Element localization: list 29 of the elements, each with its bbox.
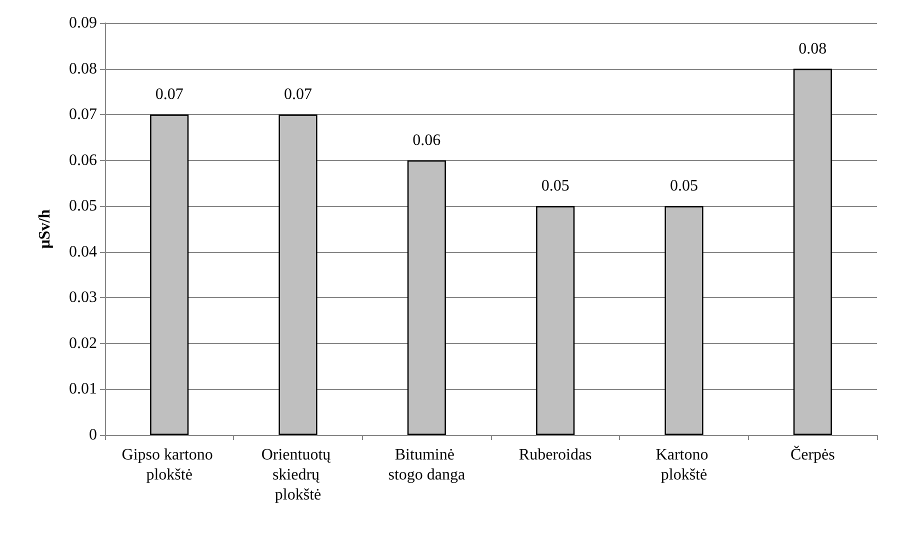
y-tick-label: 0.08 [69, 60, 97, 78]
bar [407, 160, 446, 435]
x-tick-label: Gipso kartono plokštė [122, 446, 217, 484]
y-tick-label: 0.07 [69, 106, 97, 124]
data-label: 0.05 [541, 178, 570, 195]
y-tick-label: 0.05 [69, 198, 97, 215]
y-tick-label: 0.02 [69, 334, 97, 352]
data-label: 0.07 [284, 86, 312, 104]
x-tick-label: Bituminė stogo danga [388, 446, 466, 484]
y-tick-label: 0.06 [69, 152, 97, 169]
x-tick-label: Orientuotų skiedrų plokštė [261, 446, 335, 504]
data-label: 0.05 [670, 178, 698, 195]
y-tick-label: 0.01 [69, 380, 97, 398]
bar [278, 114, 318, 435]
y-tick-label: 0 [89, 426, 97, 444]
data-label: 0.08 [798, 40, 827, 58]
data-label: 0.07 [155, 86, 184, 104]
y-tick-label: 0.09 [69, 14, 97, 32]
y-axis-title: μSv/h [36, 209, 54, 249]
x-tick-label: Čerpės [790, 446, 835, 464]
x-tick-label: Ruberoidas [518, 446, 592, 464]
y-tick-label: 0.04 [69, 243, 97, 260]
y-tick-label: 0.03 [69, 289, 97, 306]
bar [793, 68, 832, 435]
x-tick-label: Kartono plokštė [656, 446, 712, 484]
bar [664, 206, 704, 435]
data-label: 0.06 [412, 132, 441, 149]
bar [150, 114, 189, 435]
bar [536, 206, 575, 435]
